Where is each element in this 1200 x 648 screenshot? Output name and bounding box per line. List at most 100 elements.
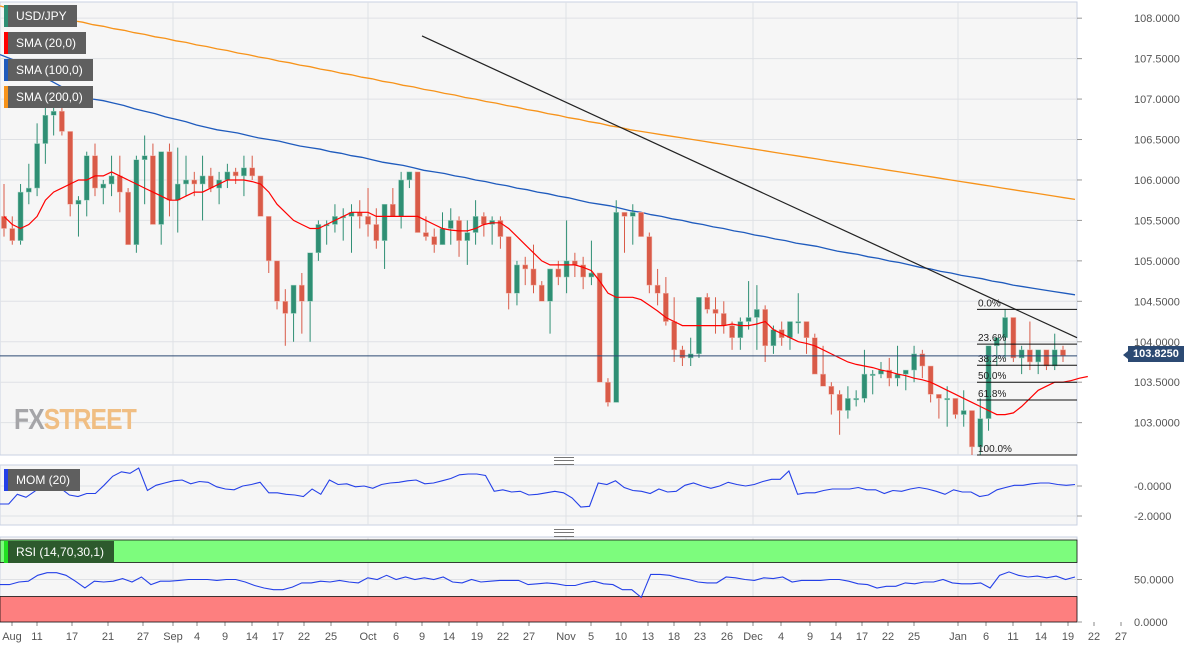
x-tick-label: 22 xyxy=(1088,631,1100,643)
candle xyxy=(373,224,380,241)
x-tick-label: 19 xyxy=(1062,631,1074,643)
logo-street: STREET xyxy=(43,404,137,436)
candle xyxy=(969,410,975,448)
candle xyxy=(481,216,487,225)
fib-level-label: 23.6% xyxy=(978,333,1006,344)
rsi-axis-label: 50.0000 xyxy=(1134,575,1174,587)
x-tick-label: 17 xyxy=(66,631,78,643)
last-price-tag: 103.8250 xyxy=(1123,346,1184,362)
candle xyxy=(621,212,628,217)
x-tick-label: 6 xyxy=(983,631,989,643)
candle xyxy=(257,175,264,217)
legend-rsi-label: RSI (14,70,30,1) xyxy=(16,545,105,559)
candle xyxy=(117,175,123,193)
candle xyxy=(646,236,653,286)
candle xyxy=(886,369,893,379)
x-tick-label: 22 xyxy=(882,631,894,643)
candle xyxy=(505,236,512,294)
candle xyxy=(654,284,661,294)
x-tick-label: Aug xyxy=(2,631,22,643)
x-tick-label: 27 xyxy=(1115,631,1127,643)
fib-level-label: 50.0% xyxy=(978,371,1006,382)
candle xyxy=(836,394,843,411)
x-tick-label: 11 xyxy=(31,631,42,643)
candle xyxy=(977,418,984,448)
x-tick-label: 27 xyxy=(523,631,535,643)
candle xyxy=(927,365,934,395)
candle xyxy=(902,369,909,375)
candle xyxy=(1,216,7,229)
candle xyxy=(538,284,545,302)
candle xyxy=(447,220,454,229)
candle xyxy=(125,191,131,245)
candle xyxy=(729,325,735,338)
mom-axis-label: -2.0000 xyxy=(1134,511,1171,523)
x-tick-label: 9 xyxy=(222,631,228,643)
legend-sma20[interactable]: SMA (20,0) xyxy=(4,32,87,54)
candle xyxy=(356,212,363,217)
candle xyxy=(936,394,942,399)
candle xyxy=(50,110,57,116)
rsi-swatch xyxy=(4,541,8,563)
candle xyxy=(770,329,777,347)
candle xyxy=(787,321,793,338)
candle xyxy=(845,398,851,411)
candle xyxy=(555,268,562,278)
candle xyxy=(414,171,421,233)
x-tick-label: 13 xyxy=(642,631,654,643)
candle xyxy=(820,373,826,387)
candle xyxy=(439,228,446,245)
legend-rsi[interactable]: RSI (14,70,30,1) xyxy=(4,541,115,563)
x-tick-label: Jan xyxy=(949,631,967,643)
price-axis-label: 105.5000 xyxy=(1134,215,1180,227)
candle xyxy=(59,110,65,132)
price-axis-label: 108.0000 xyxy=(1134,13,1180,25)
candle xyxy=(1002,317,1008,338)
candle xyxy=(464,232,471,241)
price-axis-label: 107.0000 xyxy=(1134,94,1180,106)
candle xyxy=(1010,317,1017,359)
candle xyxy=(141,155,148,160)
candle xyxy=(431,236,438,245)
x-tick-label: 4 xyxy=(194,631,200,643)
candle xyxy=(307,252,313,302)
price-axis-label: 105.0000 xyxy=(1134,256,1180,268)
candle xyxy=(67,131,74,205)
candle xyxy=(1043,349,1050,367)
candle xyxy=(522,264,529,270)
logo-fx: FX xyxy=(14,404,45,436)
candle xyxy=(497,220,504,237)
pane-resize-handle-mom[interactable] xyxy=(554,457,574,465)
candle xyxy=(596,272,603,383)
x-tick-label: 9 xyxy=(807,631,813,643)
fib-level-label: 61.8% xyxy=(978,389,1006,400)
rsi-oversold-zone xyxy=(0,596,1078,623)
candle xyxy=(795,321,802,324)
rsi-axis-label: 0.0000 xyxy=(1134,617,1168,629)
fib-level-label: 38.2% xyxy=(978,354,1006,365)
candle xyxy=(42,115,49,144)
price-axis-label: 106.5000 xyxy=(1134,135,1180,147)
candle xyxy=(1060,349,1066,356)
x-tick-label: 17 xyxy=(856,631,868,643)
candle xyxy=(605,381,611,403)
price-axis-label: 103.0000 xyxy=(1134,418,1180,430)
fib-level-label: 0.0% xyxy=(978,298,1001,309)
legend-sma100[interactable]: SMA (100,0) xyxy=(4,59,93,81)
candle xyxy=(679,349,686,359)
candle xyxy=(530,268,537,286)
x-tick-label: Oct xyxy=(359,631,376,643)
pane-resize-handle-rsi[interactable] xyxy=(554,529,574,537)
legend-sma200-label: SMA (200,0) xyxy=(16,90,83,104)
price-axis-label: 103.5000 xyxy=(1134,377,1180,389)
legend-symbol[interactable]: USD/JPY xyxy=(4,5,77,27)
legend-mom[interactable]: MOM (20) xyxy=(4,469,80,491)
candle xyxy=(588,272,595,278)
x-tick-label: 22 xyxy=(298,631,310,643)
candle xyxy=(919,353,926,367)
price-axis-label: 107.5000 xyxy=(1134,54,1180,66)
candle xyxy=(265,216,272,262)
legend-sma200[interactable]: SMA (200,0) xyxy=(4,86,93,108)
legend-sma20-label: SMA (20,0) xyxy=(16,36,77,50)
